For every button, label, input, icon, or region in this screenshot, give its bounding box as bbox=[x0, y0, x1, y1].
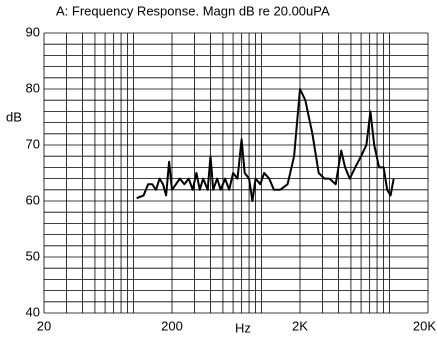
x-axis-label: Hz bbox=[235, 320, 251, 335]
y-tick-label: 90 bbox=[26, 24, 40, 39]
y-tick-label: 60 bbox=[26, 192, 40, 207]
data-line bbox=[136, 88, 395, 202]
y-axis-label: dB bbox=[6, 109, 22, 124]
chart-title: A: Frequency Response. Magn dB re 20.00u… bbox=[56, 3, 330, 18]
x-tick-label: 20 bbox=[37, 318, 51, 333]
y-tick-label: 70 bbox=[26, 136, 40, 151]
y-tick-label: 80 bbox=[26, 80, 40, 95]
x-tick-label: 2K bbox=[292, 318, 308, 333]
y-tick-label: 50 bbox=[26, 248, 40, 263]
x-tick-label: 20K bbox=[413, 318, 436, 333]
x-tick-label: 200 bbox=[161, 318, 183, 333]
y-tick-label: 40 bbox=[26, 304, 40, 319]
